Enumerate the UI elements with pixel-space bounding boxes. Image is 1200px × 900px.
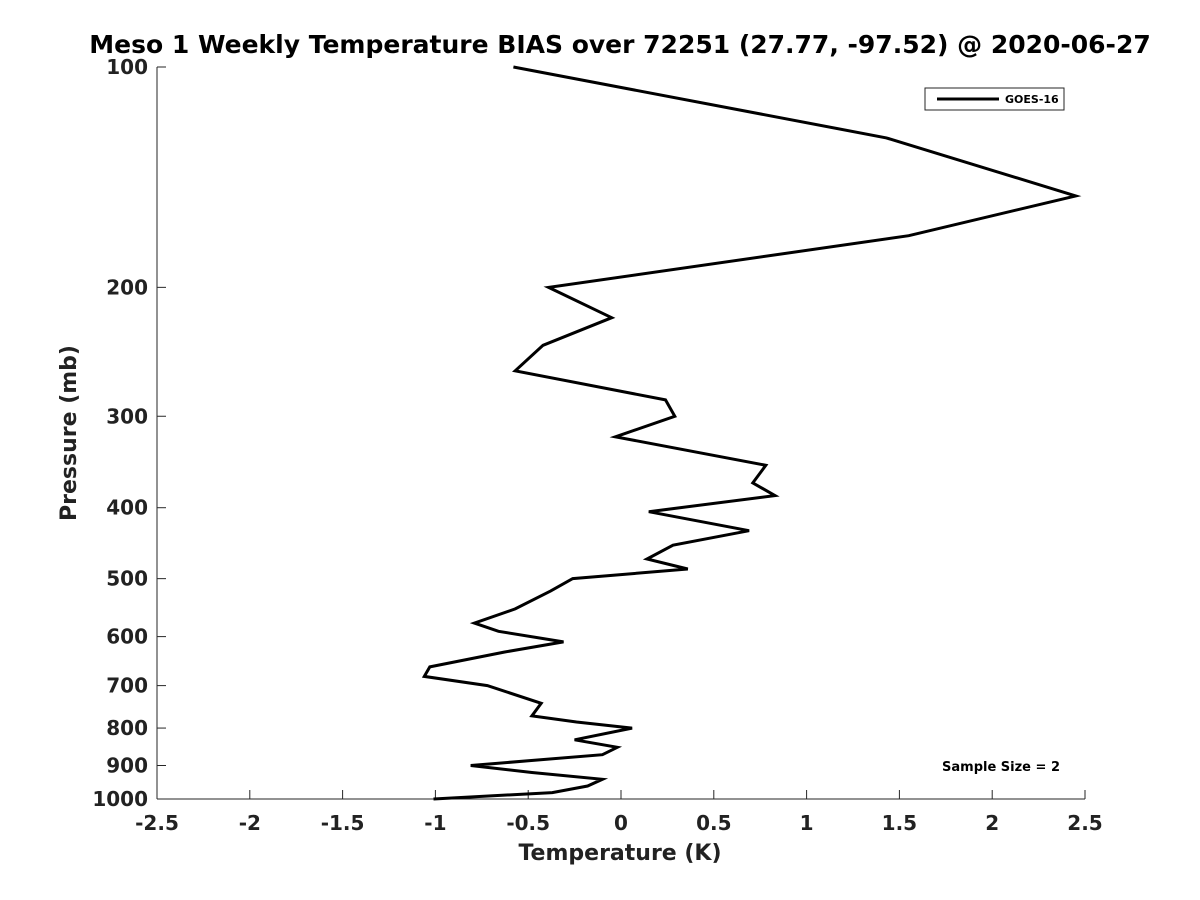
series-group [421,65,1082,801]
legend: GOES-16 [924,87,1065,111]
x-axis-ticks: -2.5 -2 -1.5 -1 -0.5 0 0.5 1 1.5 2 2.5 [135,790,1103,835]
y-axis-label: Pressure (mb) [57,345,82,521]
x-tick-label: 1 [800,811,814,835]
x-tick-label: 0.5 [696,811,731,835]
x-tick-label: -2.5 [135,811,179,835]
y-tick-label: 700 [106,674,148,698]
y-tick-label: 200 [106,275,148,299]
x-tick-label: 2.5 [1067,811,1102,835]
chart-title: Meso 1 Weekly Temperature BIAS over 7225… [89,30,1151,59]
y-tick-label: 900 [106,754,148,778]
x-tick-label: -2 [239,811,261,835]
y-tick-label: 600 [106,625,148,649]
y-tick-label: 100 [106,55,148,79]
x-tick-label: -1.5 [321,811,365,835]
y-tick-label: 500 [106,567,148,591]
x-tick-label: -0.5 [506,811,550,835]
y-tick-label: 400 [106,496,148,520]
x-tick-label: -1 [424,811,446,835]
series-line-goes-16 [421,65,1082,801]
axes [156,67,1085,800]
y-tick-label: 300 [106,404,148,428]
y-tick-label: 1000 [92,787,148,811]
y-axis-ticks: 100 200 300 400 500 600 700 800 900 1000 [92,55,166,811]
x-tick-label: 0 [614,811,628,835]
x-tick-label: 1.5 [882,811,917,835]
sample-size-annotation: Sample Size = 2 [942,760,1060,775]
legend-label-goes-16: GOES-16 [1005,93,1059,106]
y-tick-label: 800 [106,716,148,740]
x-axis-label: Temperature (K) [518,841,721,866]
x-tick-label: 2 [985,811,999,835]
